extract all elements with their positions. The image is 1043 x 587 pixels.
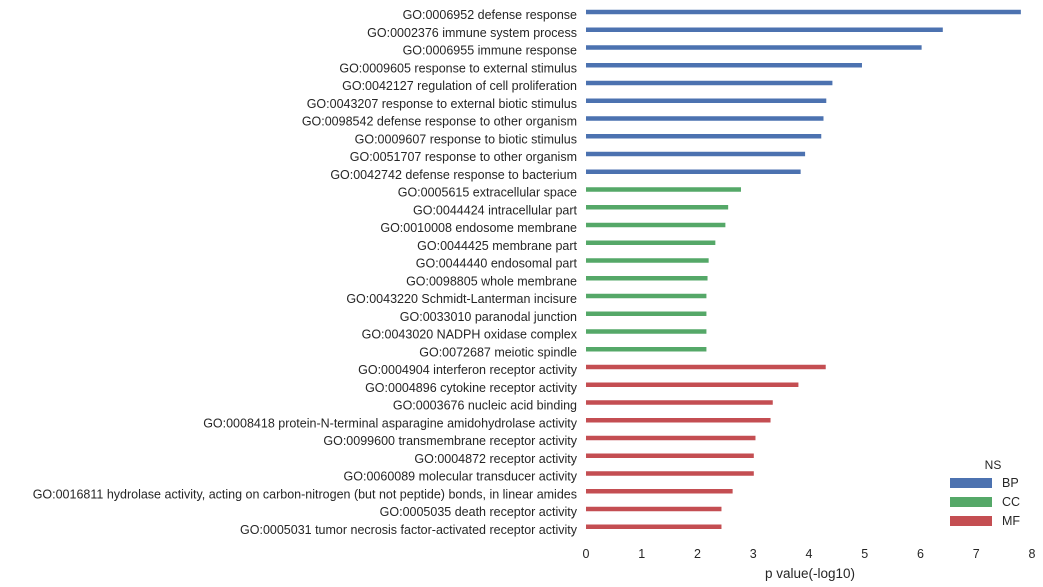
bar-mf — [586, 400, 773, 405]
x-tick-label: 6 — [917, 547, 924, 561]
legend-label-bp: BP — [1002, 476, 1019, 490]
category-label: GO:0016811 hydrolase activity, acting on… — [33, 487, 577, 501]
category-label: GO:0042127 regulation of cell proliferat… — [342, 79, 577, 93]
category-label: GO:0004904 interferon receptor activity — [358, 363, 578, 377]
bar-bp — [586, 134, 822, 139]
legend-title: NS — [985, 458, 1002, 472]
bar-bp — [586, 116, 824, 121]
bar-mf — [586, 471, 754, 476]
x-tick-label: 0 — [583, 547, 590, 561]
legend-swatch-cc — [950, 497, 992, 507]
bar-bp — [586, 80, 833, 86]
bar-cc — [586, 293, 707, 299]
bars-group — [586, 9, 1021, 529]
category-label: GO:0005035 death receptor activity — [380, 505, 578, 519]
legend-label-mf: MF — [1002, 514, 1020, 528]
bar-cc — [586, 222, 726, 228]
category-label: GO:0042742 defense response to bacterium — [330, 168, 577, 182]
x-axis-ticks: 0 1 2 3 4 5 6 7 8 — [583, 547, 1036, 561]
bar-bp — [586, 9, 1021, 15]
bar-mf — [586, 382, 799, 387]
bar-bp — [586, 169, 801, 174]
category-label: GO:0010008 endosome membrane — [380, 221, 577, 235]
x-axis-label: p value(-log10) — [765, 566, 855, 581]
category-label: GO:0072687 meiotic spindle — [419, 345, 577, 359]
bar-mf — [586, 524, 722, 529]
category-label: GO:0008418 protein-N-terminal asparagine… — [203, 416, 578, 430]
category-label: GO:0051707 response to other organism — [350, 150, 577, 164]
bar-mf — [586, 489, 733, 494]
x-tick-label: 4 — [806, 547, 813, 561]
category-label: GO:0004872 receptor activity — [414, 452, 577, 466]
x-tick-label: 7 — [973, 547, 980, 561]
bar-cc — [586, 187, 741, 192]
legend-entries: BP CC MF — [950, 476, 1020, 528]
category-label: GO:0004896 cytokine receptor activity — [365, 381, 578, 395]
legend-swatch-mf — [950, 516, 992, 526]
bar-cc — [586, 329, 707, 334]
bar-bp — [586, 63, 862, 68]
bar-mf — [586, 364, 826, 370]
bar-bp — [586, 98, 827, 103]
category-label: GO:0006952 defense response — [403, 8, 577, 22]
bar-cc — [586, 347, 707, 352]
bar-cc — [586, 258, 709, 263]
category-label: GO:0043220 Schmidt-Lanterman incisure — [346, 292, 577, 306]
category-label: GO:0043020 NADPH oxidase complex — [362, 328, 578, 342]
x-tick-label: 5 — [861, 547, 868, 561]
category-label: GO:0099600 transmembrane receptor activi… — [323, 434, 577, 448]
x-tick-label: 8 — [1029, 547, 1036, 561]
category-label: GO:0005615 extracellular space — [398, 186, 577, 200]
category-label: GO:0060089 molecular transducer activity — [344, 470, 578, 484]
category-label: GO:0043207 response to external biotic s… — [307, 97, 577, 111]
category-label: GO:0009605 response to external stimulus — [339, 61, 577, 75]
category-label: GO:0005031 tumor necrosis factor-activat… — [240, 523, 578, 537]
x-tick-label: 1 — [638, 547, 645, 561]
bar-cc — [586, 205, 729, 210]
category-label: GO:0044425 membrane part — [417, 239, 577, 253]
legend: NS BP CC MF — [950, 458, 1020, 528]
bar-bp — [586, 45, 922, 50]
bar-mf — [586, 435, 756, 441]
legend-swatch-bp — [950, 478, 992, 488]
category-label: GO:0033010 paranodal junction — [400, 310, 577, 324]
bar-mf — [586, 506, 722, 512]
category-label: GO:0044424 intracellular part — [413, 203, 578, 217]
bar-cc — [586, 240, 716, 245]
bar-mf — [586, 418, 771, 423]
x-tick-label: 3 — [750, 547, 757, 561]
category-label: GO:0009607 response to biotic stimulus — [355, 132, 577, 146]
category-label: GO:0006955 immune response — [403, 44, 577, 58]
legend-label-cc: CC — [1002, 495, 1020, 509]
category-label: GO:0003676 nucleic acid binding — [393, 399, 577, 413]
bar-mf — [586, 453, 754, 458]
category-label: GO:0044440 endosomal part — [416, 257, 578, 271]
bar-cc — [586, 276, 708, 281]
category-label: GO:0002376 immune system process — [367, 26, 577, 40]
category-label: GO:0098542 defense response to other org… — [302, 115, 577, 129]
category-label: GO:0098805 whole membrane — [406, 274, 577, 288]
bar-bp — [586, 27, 943, 32]
x-tick-label: 2 — [694, 547, 701, 561]
bar-cc — [586, 311, 707, 316]
bar-bp — [586, 151, 806, 157]
category-labels: GO:0006952 defense response GO:0002376 im… — [33, 8, 578, 537]
